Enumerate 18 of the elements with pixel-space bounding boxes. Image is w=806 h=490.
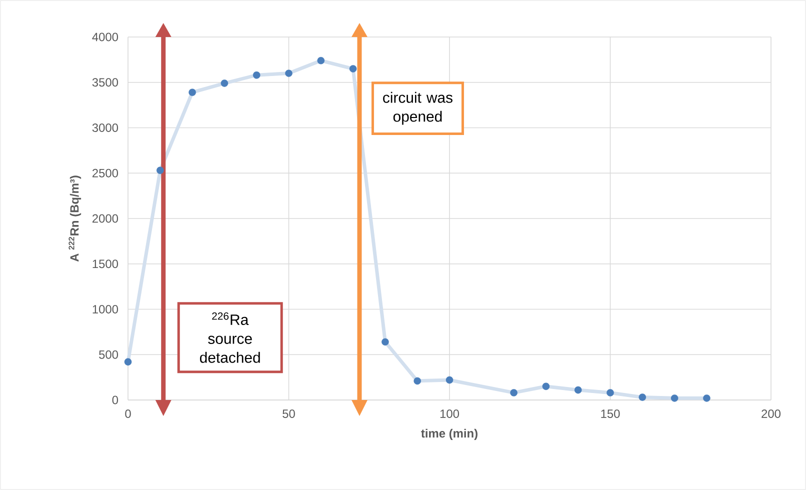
y-axis-title: A $^{222}$Rn (Bq/m³): [68, 176, 82, 262]
y-tick-label: 4000: [92, 32, 118, 42]
y-tick-label: 1500: [92, 260, 118, 268]
x-tick-label: 150: [601, 410, 620, 418]
y-tick-label: 2500: [92, 168, 118, 178]
y-tick-label: 2000: [92, 214, 118, 223]
y-tick-label: 3500: [92, 78, 118, 87]
x-tick-label: 100: [440, 410, 460, 418]
y-tick-label: 500: [99, 350, 118, 359]
x-tick-label: 0: [125, 410, 131, 418]
x-axis-title: time (min): [421, 428, 478, 440]
x-tick-label: 50: [282, 410, 295, 418]
x-tick-label: 200: [762, 410, 781, 418]
y-tick-label: 3000: [92, 124, 118, 132]
y-tick-label: 1000: [92, 305, 118, 314]
ref-line-label: $^{226}$Ra source detached: [200, 312, 260, 363]
y-tick-label: 0: [112, 396, 118, 404]
ref-line-label: circuit was opened: [383, 92, 452, 125]
